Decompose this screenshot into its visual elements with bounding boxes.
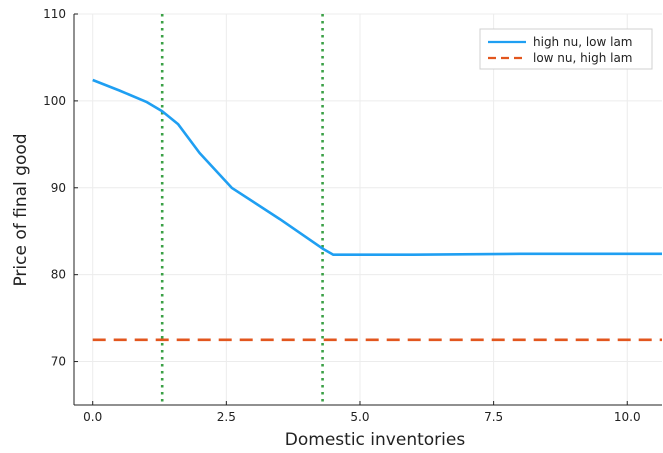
x-tick-label: 7.5: [484, 410, 503, 424]
x-tick-label: 10.0: [614, 410, 641, 424]
vertical-reference-lines: [160, 14, 324, 405]
legend-box: [479, 28, 653, 70]
y-tick-label: 110: [43, 7, 66, 21]
legend: high nu, low lam low nu, high lam: [479, 28, 653, 70]
tick-labels: 0.0 2.5 5.0 7.5 10.0 70 80 90 100 110: [43, 7, 641, 424]
x-axis-title: Domestic inventories: [285, 430, 466, 450]
axes: [73, 13, 662, 406]
series-lines: [92, 78, 662, 342]
x-tick-label: 2.5: [217, 410, 236, 424]
legend-label-series-2: low nu, high lam: [533, 51, 633, 65]
y-axis-title: Price of final good: [11, 133, 31, 286]
x-tick-label: 5.0: [350, 410, 369, 424]
y-tick-label: 70: [51, 355, 66, 369]
y-tick-label: 90: [51, 181, 66, 195]
grid-lines: [74, 13, 662, 405]
y-tick-label: 80: [51, 268, 66, 282]
legend-label-series-1: high nu, low lam: [533, 35, 633, 49]
y-tick-label: 100: [43, 94, 66, 108]
x-tick-label: 0.0: [83, 410, 102, 424]
series-line-1: [92, 78, 662, 256]
